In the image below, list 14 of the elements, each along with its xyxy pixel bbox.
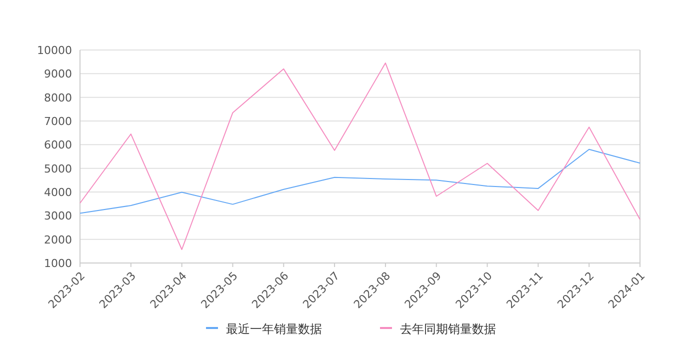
y-tick-label: 8000 (44, 91, 72, 104)
y-tick-label: 7000 (44, 115, 72, 128)
y-tick-label: 1000 (44, 257, 72, 270)
y-tick-label: 10000 (37, 44, 72, 57)
y-tick-label: 9000 (44, 68, 72, 81)
y-tick-label: 5000 (44, 162, 72, 176)
y-tick-label: 3000 (44, 210, 72, 223)
y-tick-label: 2000 (44, 233, 72, 246)
y-tick-label: 6000 (44, 138, 72, 152)
line-series (80, 62, 640, 250)
legend-label: 最近一年销量数据 (226, 322, 322, 336)
line-series (80, 148, 640, 214)
y-tick-label: 4000 (44, 186, 72, 199)
legend-label: 去年同期销量数据 (400, 322, 496, 336)
